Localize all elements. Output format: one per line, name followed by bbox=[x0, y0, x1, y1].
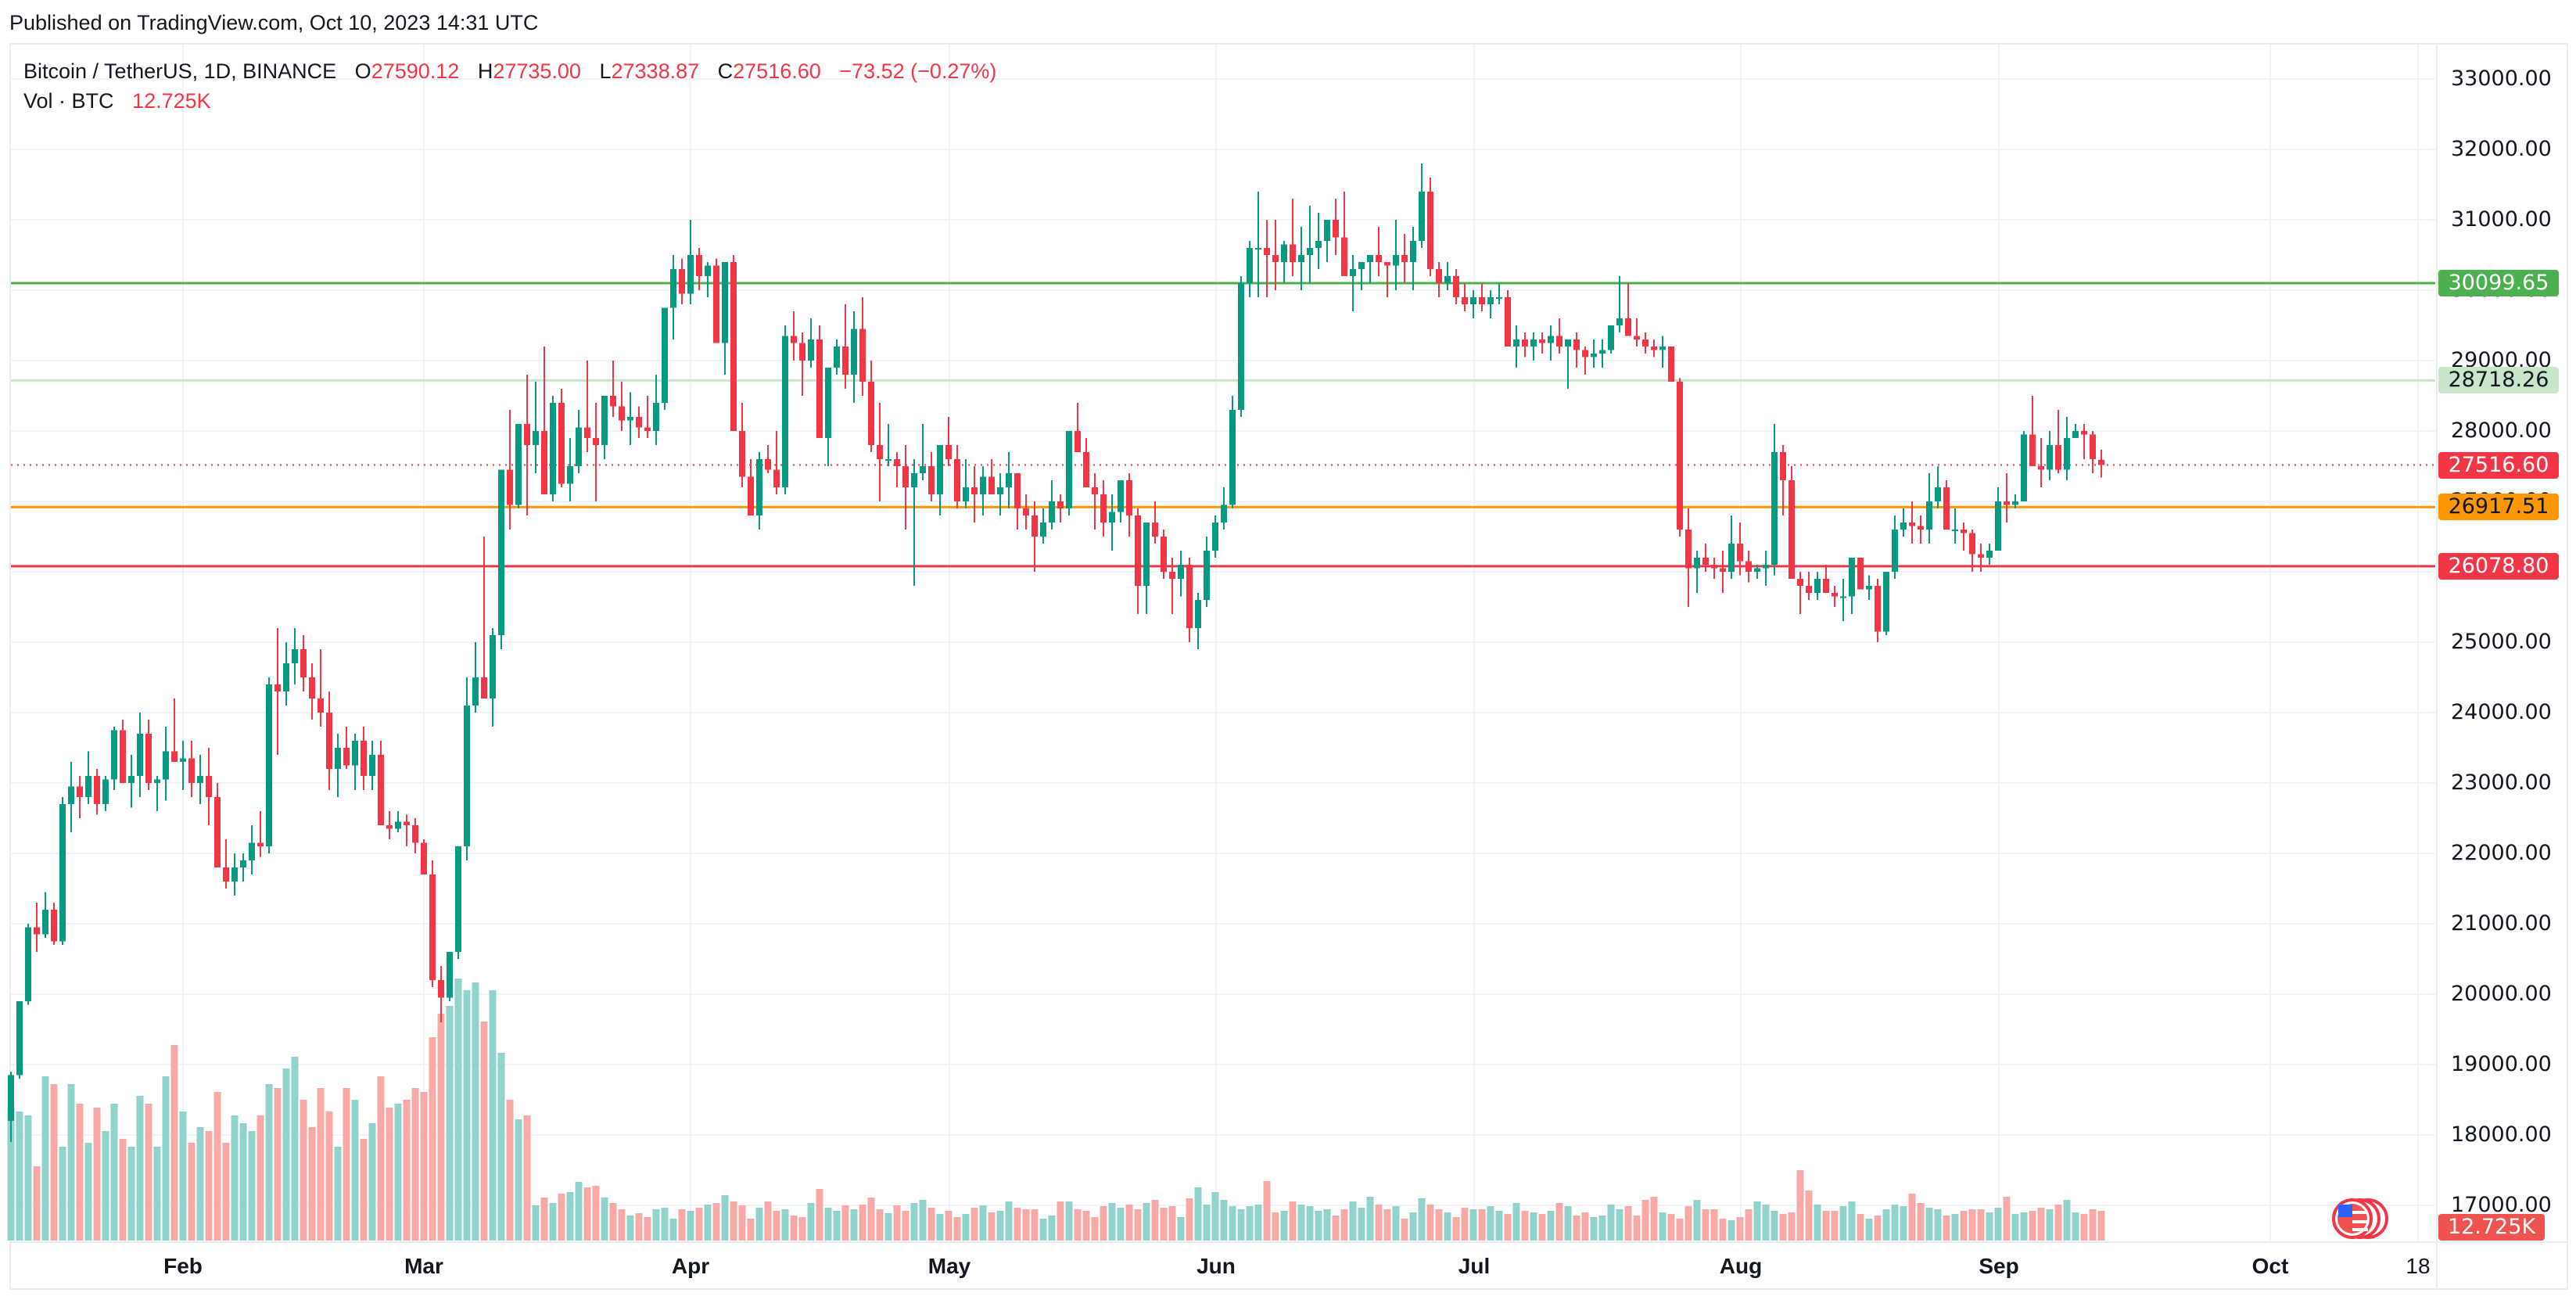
chart-legend: Bitcoin / TetherUS, 1D, BINANCE O27590.1… bbox=[23, 56, 996, 116]
us-flag-events-icon[interactable] bbox=[2332, 1198, 2388, 1239]
volume-tag: 12.725K bbox=[2438, 1214, 2545, 1241]
open-label: O bbox=[354, 59, 371, 83]
high-value: 27735.00 bbox=[493, 59, 581, 83]
time-tick-oct: Oct bbox=[2251, 1254, 2289, 1278]
time-tick-aug: Aug bbox=[1719, 1254, 1763, 1278]
level-28718-tag: 28718.26 bbox=[2438, 367, 2559, 394]
time-tick-may: May bbox=[927, 1254, 971, 1278]
volume-value: 12.725K bbox=[132, 89, 211, 113]
price-tick-label: 17000.00 bbox=[2451, 1193, 2552, 1217]
resistance-30099-tag: 30099.65 bbox=[2438, 270, 2559, 297]
change-value: −73.52 (−0.27%) bbox=[839, 59, 997, 83]
candles bbox=[8, 163, 2104, 1142]
price-tick-label: 25000.00 bbox=[2451, 630, 2552, 654]
legend-volume-row: Vol · BTC 12.725K bbox=[23, 86, 996, 116]
price-tick-label: 23000.00 bbox=[2451, 770, 2552, 795]
time-tick-jun: Jun bbox=[1197, 1254, 1236, 1278]
time-tick-jul: Jul bbox=[1458, 1254, 1491, 1278]
low-value: 27338.87 bbox=[611, 59, 700, 83]
support-26078-tag: 26078.80 bbox=[2438, 552, 2559, 580]
price-tick-label: 31000.00 bbox=[2451, 207, 2552, 232]
open-value: 27590.12 bbox=[371, 59, 460, 83]
level-26917-tag: 26917.51 bbox=[2438, 494, 2559, 521]
grid-lines bbox=[11, 45, 2567, 1288]
price-tick-label: 20000.00 bbox=[2451, 982, 2552, 1006]
price-tick-label: 19000.00 bbox=[2451, 1052, 2552, 1076]
time-tick-feb: Feb bbox=[163, 1254, 203, 1278]
close-value: 27516.60 bbox=[733, 59, 821, 83]
price-tick-label: 22000.00 bbox=[2451, 841, 2552, 865]
low-label: L bbox=[599, 59, 612, 83]
time-tick-sep: Sep bbox=[1979, 1254, 2019, 1278]
price-tick-label: 21000.00 bbox=[2451, 911, 2552, 935]
symbol-title[interactable]: Bitcoin / TetherUS, 1D, BINANCE bbox=[23, 59, 337, 83]
time-tick-18: 18 bbox=[2406, 1254, 2431, 1278]
close-label: C bbox=[717, 59, 734, 83]
price-tick-label: 24000.00 bbox=[2451, 700, 2552, 724]
price-tick-label: 32000.00 bbox=[2451, 137, 2552, 161]
last-price-tag: 27516.60 bbox=[2438, 451, 2559, 479]
volume-label[interactable]: Vol · BTC bbox=[23, 89, 114, 113]
price-tick-label: 18000.00 bbox=[2451, 1122, 2552, 1147]
volume-bars bbox=[7, 979, 2105, 1241]
high-label: H bbox=[477, 59, 493, 83]
time-tick-mar: Mar bbox=[404, 1254, 443, 1278]
price-tick-label: 33000.00 bbox=[2451, 66, 2552, 91]
price-tick-label: 28000.00 bbox=[2451, 418, 2552, 443]
legend-price-row: Bitcoin / TetherUS, 1D, BINANCE O27590.1… bbox=[23, 56, 996, 86]
time-tick-apr: Apr bbox=[671, 1254, 710, 1278]
published-caption: Published on TradingView.com, Oct 10, 20… bbox=[9, 11, 539, 34]
